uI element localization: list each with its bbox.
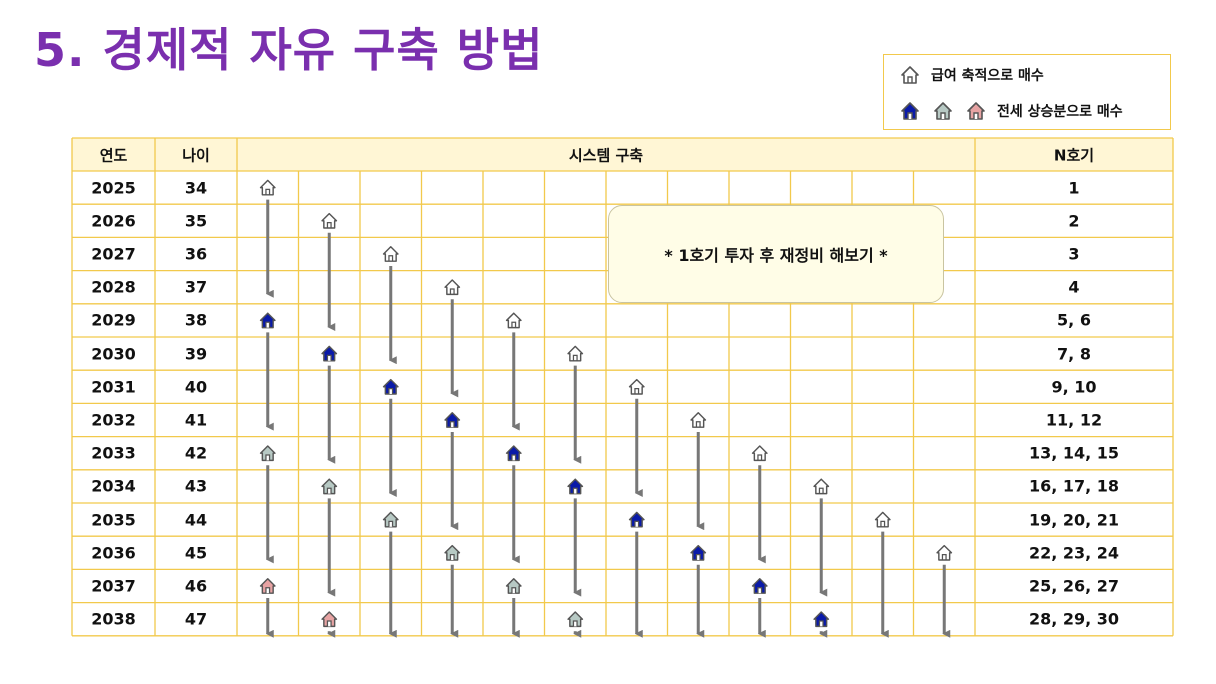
cell-n: 13, 14, 15 <box>1028 443 1120 463</box>
house-icon-jeonse-3 <box>321 611 338 628</box>
cell-age: 39 <box>184 344 208 364</box>
cell-age: 43 <box>184 476 208 496</box>
house-icon-jeonse-1 <box>813 611 830 628</box>
house-icon-jeonse-1 <box>690 544 707 561</box>
house-icon-salary <box>321 212 338 229</box>
callout-note: * 1호기 투자 후 재정비 해보기 * <box>608 205 944 303</box>
cell-year: 2031 <box>91 377 136 397</box>
house-icon-salary <box>874 511 891 528</box>
cell-year: 2026 <box>91 211 136 231</box>
house-icon-jeonse-gray <box>933 101 953 121</box>
house-icon-salary <box>259 179 276 196</box>
legend-row-salary: 급여 축적으로 매수 <box>900 65 1044 85</box>
house-icon-jeonse-1 <box>382 378 399 395</box>
house-icon-salary <box>751 445 768 462</box>
cell-year: 2032 <box>91 410 136 430</box>
house-icon-salary <box>900 65 920 85</box>
house-icon-jeonse-1 <box>751 578 768 594</box>
cell-n: 25, 26, 27 <box>1028 576 1120 596</box>
house-icon-jeonse-1 <box>628 511 645 528</box>
cell-year: 2036 <box>91 543 136 563</box>
cell-n: 1 <box>1068 178 1080 198</box>
house-icon-salary <box>936 544 953 561</box>
cell-age: 38 <box>184 310 208 330</box>
cell-age: 42 <box>184 443 208 463</box>
house-icon-jeonse-1 <box>321 345 338 362</box>
header-year: 연도 <box>99 146 128 164</box>
cell-year: 2027 <box>91 244 136 264</box>
house-icon-jeonse-2 <box>382 511 399 528</box>
cell-n: 4 <box>1068 277 1080 297</box>
house-icon-salary <box>628 378 645 395</box>
cell-n: 28, 29, 30 <box>1028 609 1120 629</box>
house-icon-jeonse-pink <box>966 101 986 121</box>
house-icon-jeonse-1 <box>567 478 584 495</box>
cell-n: 19, 20, 21 <box>1028 510 1120 530</box>
cell-year: 2035 <box>91 510 136 530</box>
cell-n: 3 <box>1068 244 1080 264</box>
house-icon-jeonse-2 <box>321 478 338 495</box>
house-icon-jeonse-2 <box>444 544 461 561</box>
cell-age: 45 <box>184 543 208 563</box>
legend-jeonse-label: 전세 상승분으로 매수 <box>997 104 1123 120</box>
cell-n: 16, 17, 18 <box>1028 476 1120 496</box>
house-icon-salary <box>444 279 461 296</box>
header-age: 나이 <box>182 146 210 164</box>
house-icon-jeonse-2 <box>567 611 584 628</box>
cell-n: 2 <box>1068 211 1080 231</box>
cell-age: 47 <box>184 609 208 629</box>
house-icon-jeonse-blue <box>900 101 920 121</box>
legend-row-jeonse: 전세 상승분으로 매수 <box>900 101 1123 121</box>
house-icon-salary <box>813 478 830 495</box>
house-icon-salary <box>382 246 399 262</box>
legend-salary-label: 급여 축적으로 매수 <box>931 68 1044 84</box>
house-icon-salary <box>567 345 584 362</box>
cell-n: 5, 6 <box>1057 310 1091 330</box>
cell-year: 2029 <box>91 310 136 330</box>
cell-age: 41 <box>184 410 208 430</box>
cell-n: 22, 23, 24 <box>1028 543 1120 563</box>
cell-year: 2028 <box>91 277 136 297</box>
cell-year: 2030 <box>91 344 136 364</box>
cell-n: 7, 8 <box>1057 344 1091 364</box>
house-icon-jeonse-2 <box>505 578 522 594</box>
cell-age: 37 <box>184 277 208 297</box>
cell-year: 2034 <box>91 476 136 496</box>
house-icon-salary <box>505 312 522 329</box>
header-n: N호기 <box>1053 146 1095 164</box>
cell-age: 34 <box>184 178 208 198</box>
cell-year: 2038 <box>91 609 136 629</box>
cell-age: 46 <box>184 576 208 596</box>
cell-age: 36 <box>184 244 208 264</box>
cell-age: 40 <box>184 377 208 397</box>
cell-year: 2033 <box>91 443 136 463</box>
house-icon-jeonse-1 <box>505 445 522 462</box>
cell-year: 2025 <box>91 178 136 198</box>
house-icon-salary <box>690 412 707 428</box>
table-header-bg <box>72 138 1173 171</box>
cell-n: 11, 12 <box>1045 410 1103 430</box>
house-icon-jeonse-3 <box>259 578 276 594</box>
cell-n: 9, 10 <box>1051 377 1097 397</box>
cell-age: 44 <box>184 510 208 530</box>
house-icon-jeonse-2 <box>259 445 276 462</box>
header-system: 시스템 구축 <box>568 146 644 164</box>
legend-box: 급여 축적으로 매수 전세 상승분으로 매수 <box>883 54 1171 130</box>
page-title: 5. 경제적 자유 구축 방법 <box>34 23 544 77</box>
cell-age: 35 <box>184 211 208 231</box>
house-icon-jeonse-1 <box>444 412 461 428</box>
cell-year: 2037 <box>91 576 136 596</box>
house-icon-jeonse-1 <box>259 312 276 329</box>
